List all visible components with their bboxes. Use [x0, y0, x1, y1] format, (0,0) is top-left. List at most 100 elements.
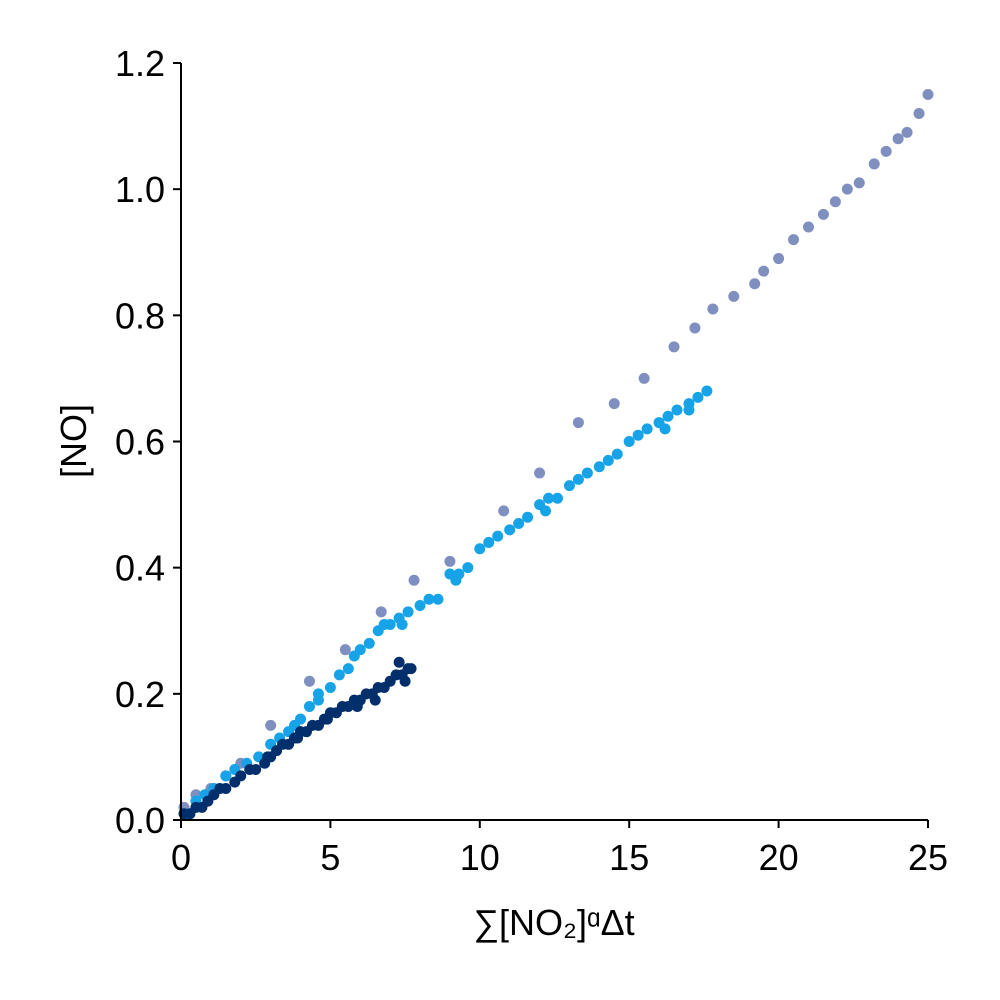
data-point: [474, 543, 486, 555]
data-point: [689, 322, 701, 334]
data-point: [683, 404, 695, 416]
y-tick-label: 0.0: [115, 800, 165, 841]
data-point: [728, 290, 740, 302]
data-point: [829, 196, 841, 208]
data-point: [581, 467, 593, 479]
data-point: [671, 404, 683, 416]
data-point: [220, 782, 232, 794]
data-point: [303, 700, 315, 712]
data-point: [773, 253, 785, 265]
data-point: [450, 574, 462, 586]
plot-area: [178, 89, 934, 820]
data-point: [892, 133, 904, 145]
data-point: [638, 372, 650, 384]
data-point: [393, 656, 405, 668]
x-axis-ticks: 0 5 10 15 20 25: [171, 820, 948, 878]
data-point: [922, 89, 934, 101]
data-point: [414, 600, 426, 612]
series-1: [181, 385, 713, 820]
data-point: [641, 423, 653, 435]
data-point: [534, 467, 546, 479]
data-point: [444, 555, 456, 567]
y-tick-label: 1.0: [115, 169, 165, 210]
data-point: [292, 732, 304, 744]
data-point: [483, 536, 495, 548]
data-point: [504, 524, 516, 536]
data-point: [408, 574, 420, 586]
data-point: [611, 448, 623, 460]
x-tick-label: 15: [609, 837, 649, 878]
data-point: [375, 606, 387, 618]
data-point: [423, 593, 435, 605]
x-tick-label: 5: [320, 837, 340, 878]
y-axis-ticks: 0.0 0.2 0.4 0.6 0.8 1.0 1.2: [115, 43, 181, 841]
data-point: [405, 663, 417, 675]
data-point: [265, 719, 277, 731]
data-point: [788, 234, 800, 246]
data-point: [668, 341, 680, 353]
data-point: [817, 208, 829, 220]
data-point: [749, 278, 761, 290]
data-point: [333, 669, 345, 681]
data-point: [659, 423, 671, 435]
data-point: [348, 650, 360, 662]
data-point: [602, 454, 614, 466]
data-point: [492, 530, 504, 542]
data-point: [662, 410, 674, 422]
data-point: [913, 107, 925, 119]
data-point: [342, 663, 354, 675]
data-point: [351, 700, 363, 712]
y-tick-label: 0.6: [115, 422, 165, 463]
data-point: [522, 511, 534, 523]
data-point: [853, 177, 865, 189]
series-2: [178, 656, 417, 820]
data-point: [563, 480, 575, 492]
data-point: [462, 562, 474, 574]
data-point: [868, 158, 880, 170]
data-point: [432, 593, 444, 605]
data-point: [593, 461, 605, 473]
data-point: [540, 505, 552, 517]
data-point: [235, 770, 247, 782]
y-tick-label: 0.8: [115, 295, 165, 336]
data-point: [802, 221, 814, 233]
data-point: [339, 644, 351, 656]
data-point: [498, 505, 510, 517]
data-point: [262, 751, 274, 763]
data-point: [707, 303, 719, 315]
x-tick-label: 10: [460, 837, 500, 878]
y-tick-label: 0.4: [115, 548, 165, 589]
data-point: [369, 694, 381, 706]
data-point: [312, 688, 324, 700]
data-point: [220, 770, 232, 782]
data-point: [572, 473, 584, 485]
data-point: [324, 682, 336, 694]
data-point: [758, 265, 770, 277]
data-point: [623, 436, 635, 447]
data-point: [402, 606, 414, 618]
x-tick-label: 20: [759, 837, 799, 878]
data-point: [692, 391, 704, 403]
y-axis-title: [NO]: [53, 404, 94, 478]
data-point: [701, 385, 713, 397]
data-point: [321, 713, 333, 725]
data-point: [880, 145, 892, 157]
x-tick-label: 0: [171, 837, 191, 878]
data-point: [901, 126, 913, 138]
data-point: [543, 492, 555, 504]
data-point: [572, 417, 584, 429]
data-point: [513, 518, 525, 530]
data-point: [608, 398, 620, 410]
x-tick-label: 25: [908, 837, 948, 878]
y-tick-label: 1.2: [115, 43, 165, 84]
data-point: [841, 183, 853, 195]
data-point: [399, 675, 411, 687]
data-point: [396, 618, 408, 630]
x-axis-title: ∑[NO₂]ᵅΔt: [473, 902, 634, 943]
data-point: [378, 618, 390, 630]
data-point: [250, 764, 262, 776]
y-tick-label: 0.2: [115, 674, 165, 715]
data-point: [363, 637, 375, 649]
data-point: [551, 492, 563, 504]
